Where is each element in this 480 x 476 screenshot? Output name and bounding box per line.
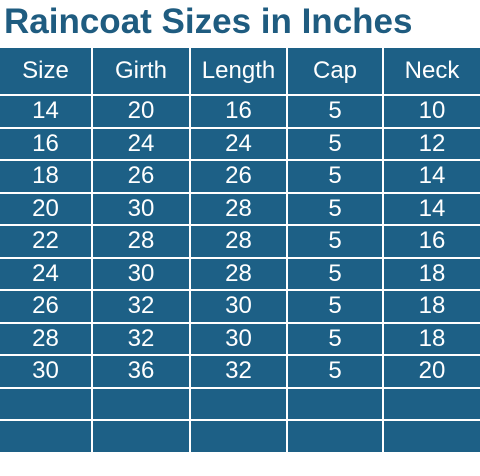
table-cell: 28 xyxy=(189,256,288,291)
table-cell: 26 xyxy=(91,159,191,194)
table-cell: 5 xyxy=(286,191,384,226)
table-cell: 32 xyxy=(91,321,191,356)
title: Raincoat Sizes in Inches xyxy=(4,2,413,41)
table-cell: 30 xyxy=(91,256,191,291)
table-cell: 5 xyxy=(286,159,384,194)
table-cell: 22 xyxy=(0,224,93,259)
table-cell: 24 xyxy=(91,126,191,161)
table-cell: 18 xyxy=(382,321,480,356)
table-cell: 20 xyxy=(382,354,480,389)
table-row: 20 30 28 5 14 xyxy=(0,191,480,226)
header-row: Size Girth Length Cap Neck xyxy=(0,46,480,96)
table-cell: 5 xyxy=(286,289,384,324)
table-cell: 5 xyxy=(286,321,384,356)
table-cell: 28 xyxy=(0,321,93,356)
empty-cell xyxy=(189,386,288,421)
table-cell: 12 xyxy=(382,126,480,161)
table-cell: 28 xyxy=(91,224,191,259)
table-row: 26 32 30 5 18 xyxy=(0,289,480,324)
table-cell: 5 xyxy=(286,94,384,129)
size-table: Size Girth Length Cap Neck 14 20 16 5 10 16 24 24 5 1… xyxy=(0,46,480,454)
table-cell: 24 xyxy=(0,256,93,291)
table-row: 22 28 28 5 16 xyxy=(0,224,480,259)
table-cell: 18 xyxy=(0,159,93,194)
empty-cell xyxy=(0,386,93,421)
table-cell: 28 xyxy=(189,224,288,259)
table-cell: 36 xyxy=(91,354,191,389)
empty-cell xyxy=(286,419,384,454)
table-row: 18 26 26 5 14 xyxy=(0,159,480,194)
empty-cell xyxy=(382,386,480,421)
table-cell: 26 xyxy=(189,159,288,194)
table-cell: 16 xyxy=(189,94,288,129)
table-cell: 32 xyxy=(189,354,288,389)
header-cell: Size xyxy=(0,46,93,96)
header-cell: Length xyxy=(189,46,288,96)
table-row: 24 30 28 5 18 xyxy=(0,256,480,291)
table-cell: 30 xyxy=(91,191,191,226)
table-cell: 24 xyxy=(189,126,288,161)
table-row: 16 24 24 5 12 xyxy=(0,126,480,161)
table-cell: 30 xyxy=(189,289,288,324)
table-cell: 18 xyxy=(382,256,480,291)
table-cell: 10 xyxy=(382,94,480,129)
table-cell: 32 xyxy=(91,289,191,324)
empty-cell xyxy=(91,419,191,454)
table-cell: 26 xyxy=(0,289,93,324)
table-cell: 20 xyxy=(91,94,191,129)
empty-cell xyxy=(286,386,384,421)
table-cell: 28 xyxy=(189,191,288,226)
table-cell: 14 xyxy=(382,191,480,226)
table-row: 28 32 30 5 18 xyxy=(0,321,480,356)
table-cell: 14 xyxy=(382,159,480,194)
header-cell: Girth xyxy=(91,46,191,96)
table-cell: 5 xyxy=(286,256,384,291)
table-cell: 16 xyxy=(382,224,480,259)
table-cell: 30 xyxy=(0,354,93,389)
table-row: 30 36 32 5 20 xyxy=(0,354,480,389)
table-cell: 5 xyxy=(286,354,384,389)
table-cell: 16 xyxy=(0,126,93,161)
header-cell: Neck xyxy=(382,46,480,96)
empty-row xyxy=(0,419,480,454)
table-cell: 5 xyxy=(286,224,384,259)
table-cell: 30 xyxy=(189,321,288,356)
table-cell: 18 xyxy=(382,289,480,324)
empty-cell xyxy=(189,419,288,454)
empty-cell xyxy=(382,419,480,454)
empty-row xyxy=(0,386,480,421)
table-cell: 20 xyxy=(0,191,93,226)
empty-cell xyxy=(91,386,191,421)
table-row: 14 20 16 5 10 xyxy=(0,94,480,129)
header-cell: Cap xyxy=(286,46,384,96)
table-cell: 5 xyxy=(286,126,384,161)
table-cell: 14 xyxy=(0,94,93,129)
table-body: 14 20 16 5 10 16 24 24 5 12 18 26 26 5 14 20 30 28 5 14 22 28… xyxy=(0,94,480,454)
empty-cell xyxy=(0,419,93,454)
